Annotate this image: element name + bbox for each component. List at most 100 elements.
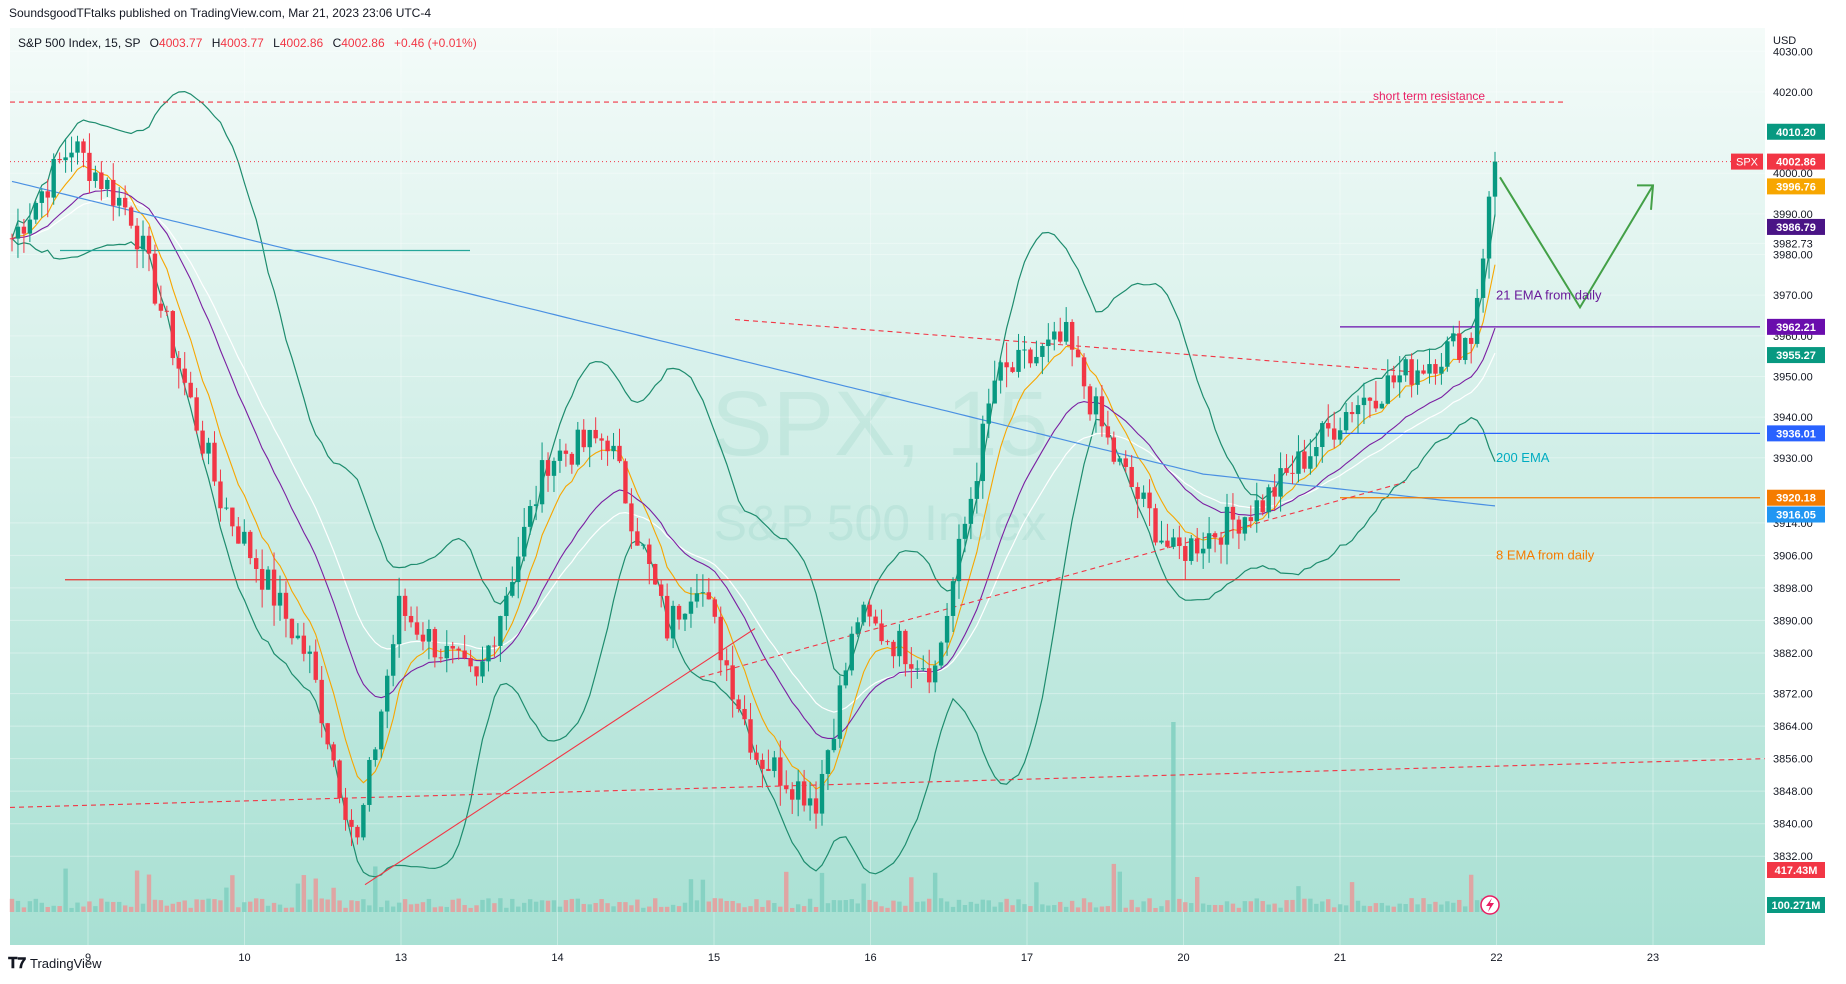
candle-body xyxy=(1421,370,1426,374)
volume-bar xyxy=(301,875,307,912)
volume-bar xyxy=(390,906,396,912)
volume-bar xyxy=(45,906,50,912)
candle-body xyxy=(932,665,938,683)
candle-body xyxy=(1367,397,1373,401)
volume-bar xyxy=(218,900,223,912)
candle-body xyxy=(1063,321,1069,342)
price-axis[interactable]: 4030.00 4020.00 4000.00 3990.00 3982.733980.… xyxy=(1773,46,1813,863)
candle-body xyxy=(807,798,813,806)
candle-body xyxy=(498,616,503,646)
candle-body xyxy=(15,226,21,239)
volume-bar xyxy=(790,907,795,912)
volume-bar xyxy=(861,883,866,912)
candle-body xyxy=(1081,357,1087,387)
candle-body xyxy=(956,538,962,582)
volume-bar xyxy=(1439,904,1444,912)
annotation-2: 200 EMA xyxy=(1496,450,1550,465)
candle-body xyxy=(962,523,968,539)
candle-body xyxy=(831,738,837,751)
candle-body xyxy=(9,238,15,240)
price-tick-1: 4020.00 xyxy=(1773,87,1813,99)
candle-body xyxy=(1326,423,1331,429)
candle-body xyxy=(813,798,819,814)
candle-body xyxy=(1224,506,1230,545)
candle-body xyxy=(1415,370,1420,385)
brand-label: TradingView xyxy=(30,956,102,971)
grid-lines xyxy=(10,28,1765,945)
candle-body xyxy=(885,641,890,643)
candle-body xyxy=(1385,375,1390,404)
candle-body xyxy=(992,380,997,404)
candle-body xyxy=(122,197,128,208)
candle-body xyxy=(361,804,366,838)
volume-bar xyxy=(986,900,991,912)
volume-bar xyxy=(164,905,170,912)
volume-bar xyxy=(801,906,807,912)
volume-bar xyxy=(1117,871,1122,912)
volume-bar xyxy=(63,868,68,912)
price-tick-10: 3930.00 xyxy=(1773,453,1813,465)
candle-body xyxy=(790,789,795,800)
volume-bar xyxy=(1147,898,1152,912)
volume-bar xyxy=(1046,905,1051,912)
volume-bar xyxy=(575,898,581,912)
price-tag-6: 3936.01 xyxy=(1776,428,1816,440)
volume-bar xyxy=(944,901,950,912)
candle-body xyxy=(1022,349,1027,351)
volume-bar xyxy=(1385,905,1390,912)
candle-body xyxy=(647,544,652,564)
candle-body xyxy=(379,711,384,750)
candle-body xyxy=(694,593,700,602)
volume-bar xyxy=(974,903,980,912)
volume-bar xyxy=(1052,905,1057,912)
volume-bar xyxy=(492,903,497,912)
volume-bar xyxy=(1236,907,1242,912)
lightning-icon[interactable] xyxy=(1480,895,1500,915)
volume-bar xyxy=(760,906,765,912)
volume-bar xyxy=(51,905,56,912)
volume-bar xyxy=(117,901,122,912)
candle-body xyxy=(45,191,50,198)
candle-body xyxy=(569,453,575,465)
candle-body xyxy=(253,558,259,569)
annotation-3: 8 EMA from daily xyxy=(1496,547,1595,562)
candle-body xyxy=(1075,349,1081,358)
price-tag-1: 4002.86 xyxy=(1776,157,1816,169)
candle-body xyxy=(1403,359,1408,376)
volume-bar xyxy=(253,898,259,912)
low-label: L xyxy=(273,36,280,50)
volume-bar xyxy=(1123,907,1128,912)
volume-bar xyxy=(891,900,896,912)
time-axis[interactable]: 9 10 13 14 15 16 17 20 21 22 23 xyxy=(85,952,1659,964)
time-tick-2: 13 xyxy=(395,952,407,964)
candles[interactable] xyxy=(9,133,1498,847)
volume-bar xyxy=(1355,900,1361,912)
volume-bar xyxy=(468,907,473,912)
symbol-tag-box xyxy=(1731,153,1763,170)
price-tick-8: 3950.00 xyxy=(1773,371,1813,383)
volume-tag-box-1 xyxy=(1767,897,1825,913)
candle-body xyxy=(396,595,402,645)
volume-bar xyxy=(1314,903,1319,912)
price-tick-6: 3970.00 xyxy=(1773,290,1813,302)
volume-bar xyxy=(361,899,366,912)
volume-bar xyxy=(748,906,753,912)
volume-bar xyxy=(1296,886,1301,912)
candle-body xyxy=(921,668,926,670)
candle-body xyxy=(486,645,491,662)
volume-bar xyxy=(343,907,348,912)
volume-bar xyxy=(599,899,604,912)
candle-body xyxy=(230,507,235,527)
candle-body xyxy=(492,645,497,647)
volume-bar xyxy=(724,900,729,912)
volume-bar xyxy=(1069,900,1075,912)
candle-body xyxy=(551,460,557,476)
candle-body xyxy=(1439,366,1444,374)
support-trendline xyxy=(364,628,756,886)
price-tick-2: 4000.00 xyxy=(1773,168,1813,180)
volume-bar xyxy=(504,907,509,912)
price-tag-0: 4010.20 xyxy=(1776,127,1816,139)
volume-bar xyxy=(1361,905,1367,912)
